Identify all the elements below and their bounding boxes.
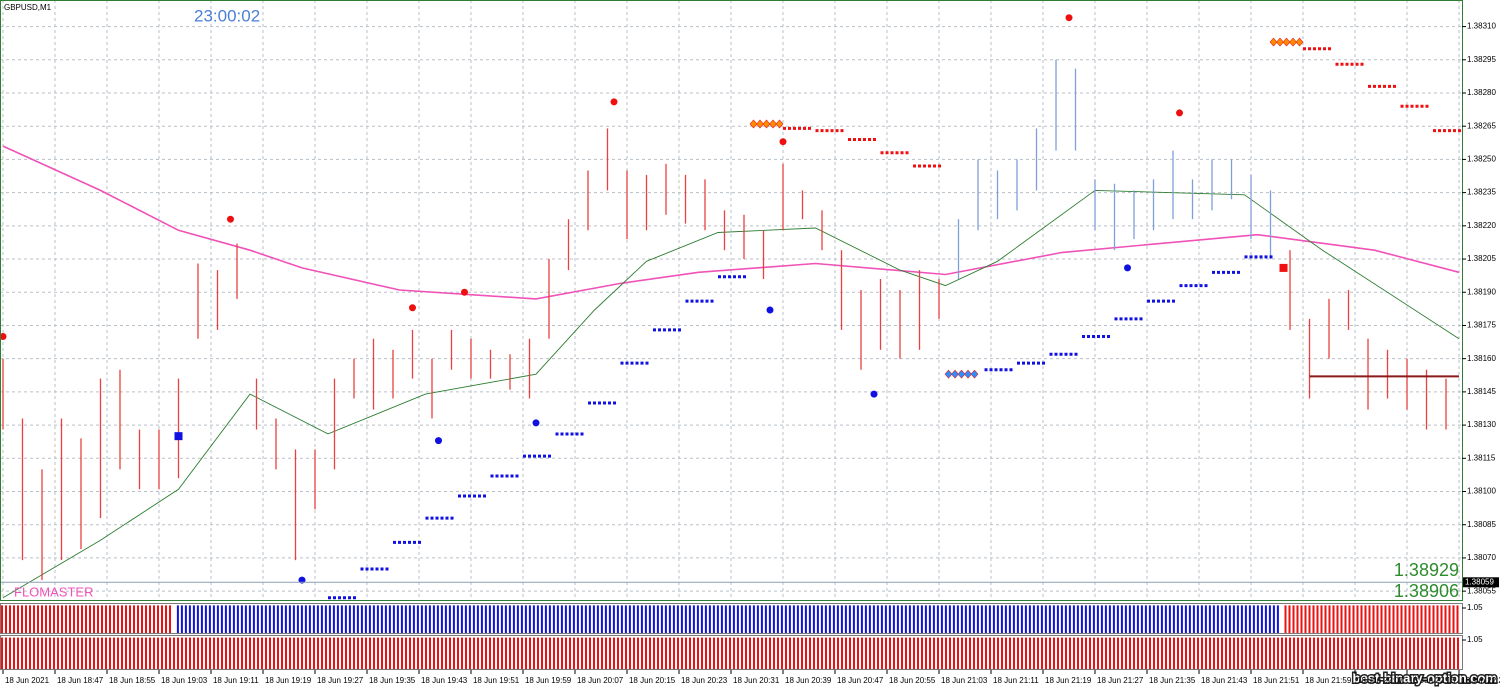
x-tick-label: 18 Jun 20:31 xyxy=(733,676,780,685)
y-tick-label: 1.38265 xyxy=(1467,121,1496,130)
y-tick-label: 1.05 xyxy=(1467,635,1483,644)
diamond xyxy=(1295,37,1304,47)
y-tick-label: 1.38235 xyxy=(1467,188,1496,197)
timer: 23:00:02 xyxy=(194,6,260,25)
signal-dot xyxy=(408,304,416,312)
x-tick-label: 18 Jun 19:11 xyxy=(213,676,259,685)
signal-dot xyxy=(766,306,774,314)
diamond xyxy=(951,369,959,379)
signal-square xyxy=(1279,263,1288,272)
x-tick-label: 18 Jun 21:03 xyxy=(941,676,988,685)
y-tick-label: 1.38085 xyxy=(1467,520,1496,529)
diamond xyxy=(964,369,972,379)
y-tick-label: 1.38205 xyxy=(1467,254,1496,263)
signal-dot xyxy=(1176,109,1184,117)
y-tick-label: 1.38220 xyxy=(1467,221,1496,230)
y-tick-label: 1.38100 xyxy=(1467,487,1496,496)
signal-dot xyxy=(434,437,442,445)
x-tick-label: 18 Jun 21:51 xyxy=(1253,676,1300,685)
main-window xyxy=(0,0,1463,600)
y-tick-label: 1.38160 xyxy=(1467,354,1496,363)
x-tick-label: 18 Jun 21:35 xyxy=(1149,676,1196,685)
signal-dot xyxy=(1124,264,1132,272)
x-tick-label: 18 Jun 2021 xyxy=(5,676,50,685)
x-tick-label: 18 Jun 21:27 xyxy=(1097,676,1144,685)
diamond xyxy=(769,119,777,129)
diamond xyxy=(1282,37,1291,47)
moving-average xyxy=(2,145,1460,300)
subwindow-frame xyxy=(0,603,1463,634)
price-upper: 1.38929 xyxy=(1394,560,1459,580)
x-tick-label: 18 Jun 20:39 xyxy=(785,676,832,685)
x-tick-label: 18 Jun 21:11 xyxy=(993,676,1039,685)
signal-dot xyxy=(460,288,468,296)
x-tick-label: 18 Jun 22:07 xyxy=(1357,676,1404,685)
x-tick-label: 18 Jun 19:51 xyxy=(473,676,520,685)
signal-diamonds xyxy=(749,119,784,129)
diamond xyxy=(1276,37,1284,47)
x-tick-label: 18 Jun 22:2 xyxy=(1461,676,1500,685)
x-tick-label: 18 Jun 18:47 xyxy=(57,676,104,685)
x-tick-label: 18 Jun 19:59 xyxy=(525,676,572,685)
y-tick-label: 1.38295 xyxy=(1467,55,1496,64)
main-frame xyxy=(0,0,1463,601)
y-tick-label: 1.38250 xyxy=(1467,155,1496,164)
diamond xyxy=(957,369,966,379)
x-tick-label: 18 Jun 22:15 xyxy=(1409,676,1456,685)
diamond xyxy=(1269,37,1278,47)
x-tick-label: 18 Jun 19:43 xyxy=(421,676,468,685)
x-tick-label: 18 Jun 19:19 xyxy=(265,676,312,685)
signal-dot xyxy=(779,138,787,146)
indicator-name: FLOMASTER xyxy=(14,584,93,599)
diamond xyxy=(1289,37,1297,47)
price-lower: 1.38906 xyxy=(1394,581,1459,601)
signal-dot xyxy=(610,98,618,106)
y-tick-label: 1.38130 xyxy=(1467,420,1496,429)
symbol-label: GBPUSD,M1 xyxy=(4,3,52,12)
diamond xyxy=(756,119,764,129)
signal-dot xyxy=(1065,14,1073,22)
y-tick-label: 1.38055 xyxy=(1467,586,1496,595)
moving-average xyxy=(2,189,1460,599)
x-tick-label: 18 Jun 21:19 xyxy=(1045,676,1092,685)
x-tick-label: 18 Jun 19:35 xyxy=(369,676,416,685)
x-tick-label: 18 Jun 18:55 xyxy=(109,676,156,685)
signal-diamonds xyxy=(1269,37,1304,47)
x-tick-label: 18 Jun 19:27 xyxy=(317,676,364,685)
signal-diamonds xyxy=(944,369,979,379)
x-tick-label: 18 Jun 21:43 xyxy=(1201,676,1248,685)
watermark: best-binary-option.com xyxy=(1353,670,1497,685)
y-tick-label: 1.38115 xyxy=(1467,453,1496,462)
signal-dot xyxy=(532,419,540,427)
y-tick-label: 1.38190 xyxy=(1467,287,1496,296)
diamond xyxy=(970,369,979,379)
x-tick-label: 18 Jun 20:23 xyxy=(681,676,728,685)
diamond xyxy=(944,369,953,379)
current-price-label: 1.38059 xyxy=(1465,577,1494,586)
signal-dot xyxy=(226,215,234,223)
diamond xyxy=(749,119,758,129)
x-tick-label: 18 Jun 20:47 xyxy=(837,676,884,685)
y-tick-label: 1.38070 xyxy=(1467,553,1496,562)
diamond xyxy=(762,119,771,129)
y-tick-label: 1.38175 xyxy=(1467,321,1496,330)
y-tick-label: 1.38280 xyxy=(1467,88,1496,97)
subwindow-frame xyxy=(0,635,1463,670)
signal-square xyxy=(174,432,183,441)
y-tick-label: 1.05 xyxy=(1467,603,1483,612)
signal-dot xyxy=(870,390,878,398)
current-price-box xyxy=(1463,577,1499,588)
y-tick-label: 1.38145 xyxy=(1467,387,1496,396)
y-tick-label: 1.38310 xyxy=(1467,22,1496,31)
x-tick-label: 18 Jun 19:03 xyxy=(161,676,208,685)
x-tick-label: 18 Jun 21:59 xyxy=(1305,676,1352,685)
x-tick-label: 18 Jun 20:15 xyxy=(629,676,676,685)
signal-dot xyxy=(0,333,7,341)
x-tick-label: 18 Jun 20:55 xyxy=(889,676,936,685)
x-tick-label: 18 Jun 20:07 xyxy=(577,676,624,685)
diamond xyxy=(775,119,784,129)
